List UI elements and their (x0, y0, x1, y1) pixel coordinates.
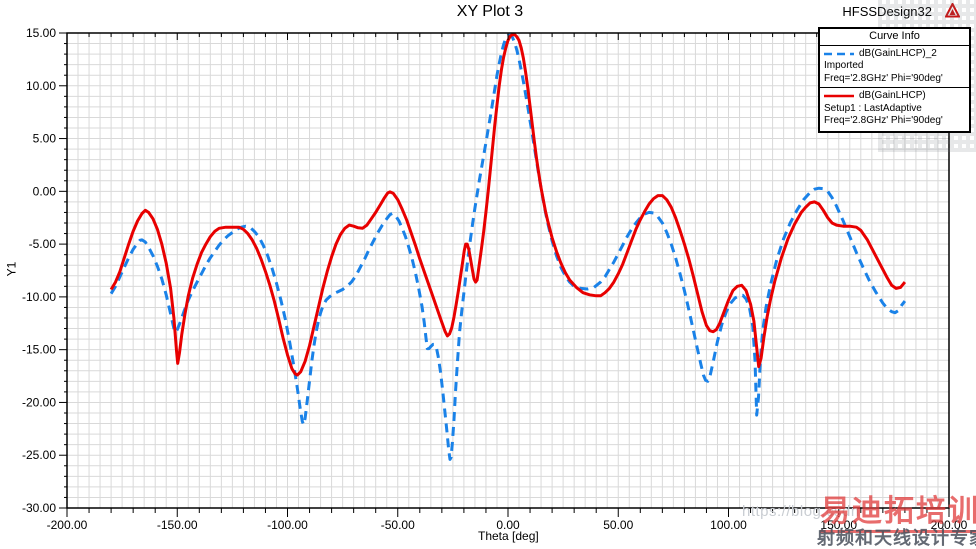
y-tick-label: -15.00 (22, 343, 56, 357)
dashed-line-sample-icon (824, 52, 854, 55)
legend-entry-setup1[interactable]: dB(GainLHCP) Setup1 : LastAdaptive Freq=… (820, 87, 969, 130)
y-tick-label: 0.00 (33, 184, 57, 198)
curve-db-gainlhcp-2[interactable] (109, 33, 907, 461)
blog-url-watermark: https://blog.csdn (742, 503, 860, 520)
page-title: XY Plot 3 (456, 3, 524, 20)
legend-entry-condition: Freq='2.8GHz' Phi='90deg' (824, 115, 943, 126)
y-tick-label: -10.00 (22, 290, 56, 304)
x-tick-label: -100.00 (267, 518, 308, 532)
y-tick-label: -25.00 (22, 448, 56, 462)
x-tick-label: 0.00 (496, 518, 520, 532)
x-tick-label: 200.00 (931, 518, 968, 532)
legend-entry-name: dB(GainLHCP)_2 (859, 47, 937, 59)
tagline-watermark: 射频和天线设计专家 (817, 528, 976, 548)
legend-title: Curve Info (820, 29, 969, 46)
legend-entry-imported[interactable]: dB(GainLHCP)_2 Imported Freq='2.8GHz' Ph… (820, 46, 969, 88)
brand-watermark: 易迪拓培训 (820, 486, 976, 533)
legend-entry-setup: Setup1 : LastAdaptive (824, 102, 922, 114)
ansoft-logo-icon (945, 3, 960, 18)
design-name-label: HFSSDesign32 (842, 4, 932, 19)
y-tick-label: 10.00 (26, 79, 56, 93)
y-tick-label: 5.00 (33, 132, 57, 146)
x-tick-label: -50.00 (381, 518, 415, 532)
y-tick-label: -30.00 (22, 501, 56, 515)
x-tick-label: 150.00 (820, 518, 857, 532)
legend-entry-condition: Freq='2.8GHz' Phi='90deg' (824, 72, 943, 84)
y-tick-label: -20.00 (22, 395, 56, 409)
y-tick-label: -5.00 (29, 237, 57, 251)
curve-info-legend[interactable]: Curve Info dB(GainLHCP)_2 Imported Freq=… (818, 27, 971, 133)
y-tick-label: 15.00 (26, 26, 56, 40)
x-tick-label: 100.00 (710, 518, 747, 532)
legend-entry-name: dB(GainLHCP) (859, 90, 926, 101)
solid-line-sample-icon (824, 95, 854, 98)
x-tick-label: 50.00 (603, 518, 633, 532)
x-tick-label: -200.00 (47, 518, 88, 532)
x-axis-title: Theta [deg] (478, 529, 539, 543)
legend-entry-setup: Imported (824, 60, 864, 71)
curve-db-gainlhcp-[interactable] (109, 33, 907, 377)
x-tick-label: -150.00 (157, 518, 198, 532)
